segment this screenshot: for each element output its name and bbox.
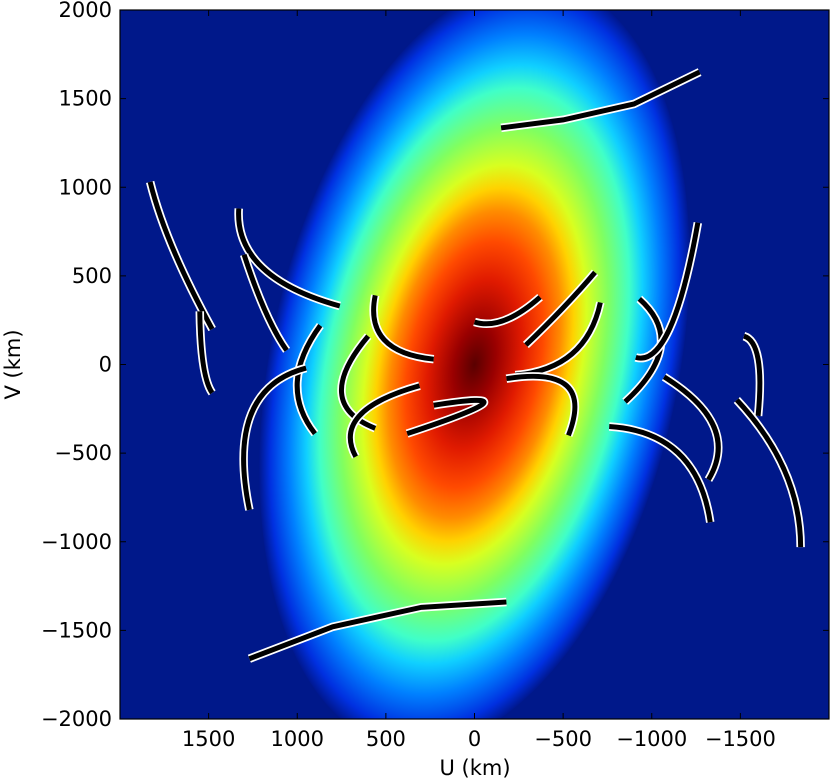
uv-track-6: [195, 311, 216, 396]
uv-track-line: [735, 398, 804, 548]
uv-track-line: [294, 324, 323, 436]
uv-track-4: [234, 208, 341, 311]
uv-track-18: [634, 221, 703, 363]
uv-track-2: [247, 597, 507, 663]
y-tick-label: −1500: [41, 618, 112, 642]
uv-track-12: [405, 396, 489, 438]
y-axis-ticks: 2000 1500 1000 500 0 −500 −1000 −1500 −2000: [41, 0, 829, 731]
uv-track-line: [347, 383, 421, 458]
uv-track-20: [608, 422, 715, 523]
uv-track-line: [500, 69, 701, 131]
uv-track-13: [473, 293, 543, 329]
uv-track-line: [248, 599, 507, 662]
uv-track-line: [241, 253, 289, 352]
plot-area: [119, 9, 830, 720]
uv-track-line: [371, 294, 434, 362]
x-tick-label: 1500: [182, 727, 235, 751]
uv-track-8: [239, 363, 308, 511]
uv-track-7: [293, 322, 324, 437]
uv-track-line: [662, 374, 721, 481]
x-axis-ticks: 1500 1000 500 0 −500 −1000 −1500: [182, 10, 776, 751]
x-tick-label: 1000: [271, 727, 324, 751]
y-tick-label: −2000: [41, 707, 112, 731]
uv-track-line: [609, 424, 713, 523]
x-tick-label: 0: [468, 727, 481, 751]
y-tick-label: 2000: [59, 0, 112, 22]
uv-track-14: [522, 269, 599, 349]
uv-track-line: [635, 222, 701, 361]
y-axis-label: V (km): [1, 329, 25, 399]
uv-tracks: [146, 68, 805, 663]
uv-track-22: [733, 397, 805, 548]
uv-track-line: [197, 311, 215, 395]
uv-track-9: [369, 294, 435, 364]
x-axis-label: U (km): [439, 756, 510, 779]
uv-track-1: [500, 68, 702, 133]
uv-track-21: [742, 332, 765, 417]
uv-track-line: [524, 270, 597, 347]
y-tick-label: −1000: [41, 530, 112, 554]
uv-track-line: [236, 208, 341, 309]
y-tick-label: 1000: [59, 175, 112, 199]
uv-track-11: [346, 381, 421, 459]
uv-track-10: [337, 333, 377, 433]
uv-track-line: [473, 295, 542, 327]
y-tick-label: 500: [72, 264, 112, 288]
x-tick-label: 500: [366, 727, 406, 751]
heatmap-field: [259, 10, 690, 719]
y-tick-label: −500: [54, 441, 112, 465]
uv-track-3: [146, 180, 216, 332]
uv-track-5: [240, 253, 291, 353]
uv-track-line: [147, 181, 215, 331]
uv-track-line: [241, 365, 307, 511]
x-tick-label: −1500: [705, 727, 776, 751]
y-tick-label: 0: [99, 353, 112, 377]
uv-track-line: [742, 333, 763, 417]
x-tick-label: −500: [534, 727, 592, 751]
uv-track-16: [505, 372, 580, 437]
uv-track-line: [506, 373, 578, 437]
uv-track-line: [339, 334, 377, 431]
y-tick-label: 1500: [59, 87, 112, 111]
x-tick-label: −1000: [616, 727, 687, 751]
uv-track-19: [661, 373, 723, 482]
uv-track-line: [406, 397, 487, 437]
